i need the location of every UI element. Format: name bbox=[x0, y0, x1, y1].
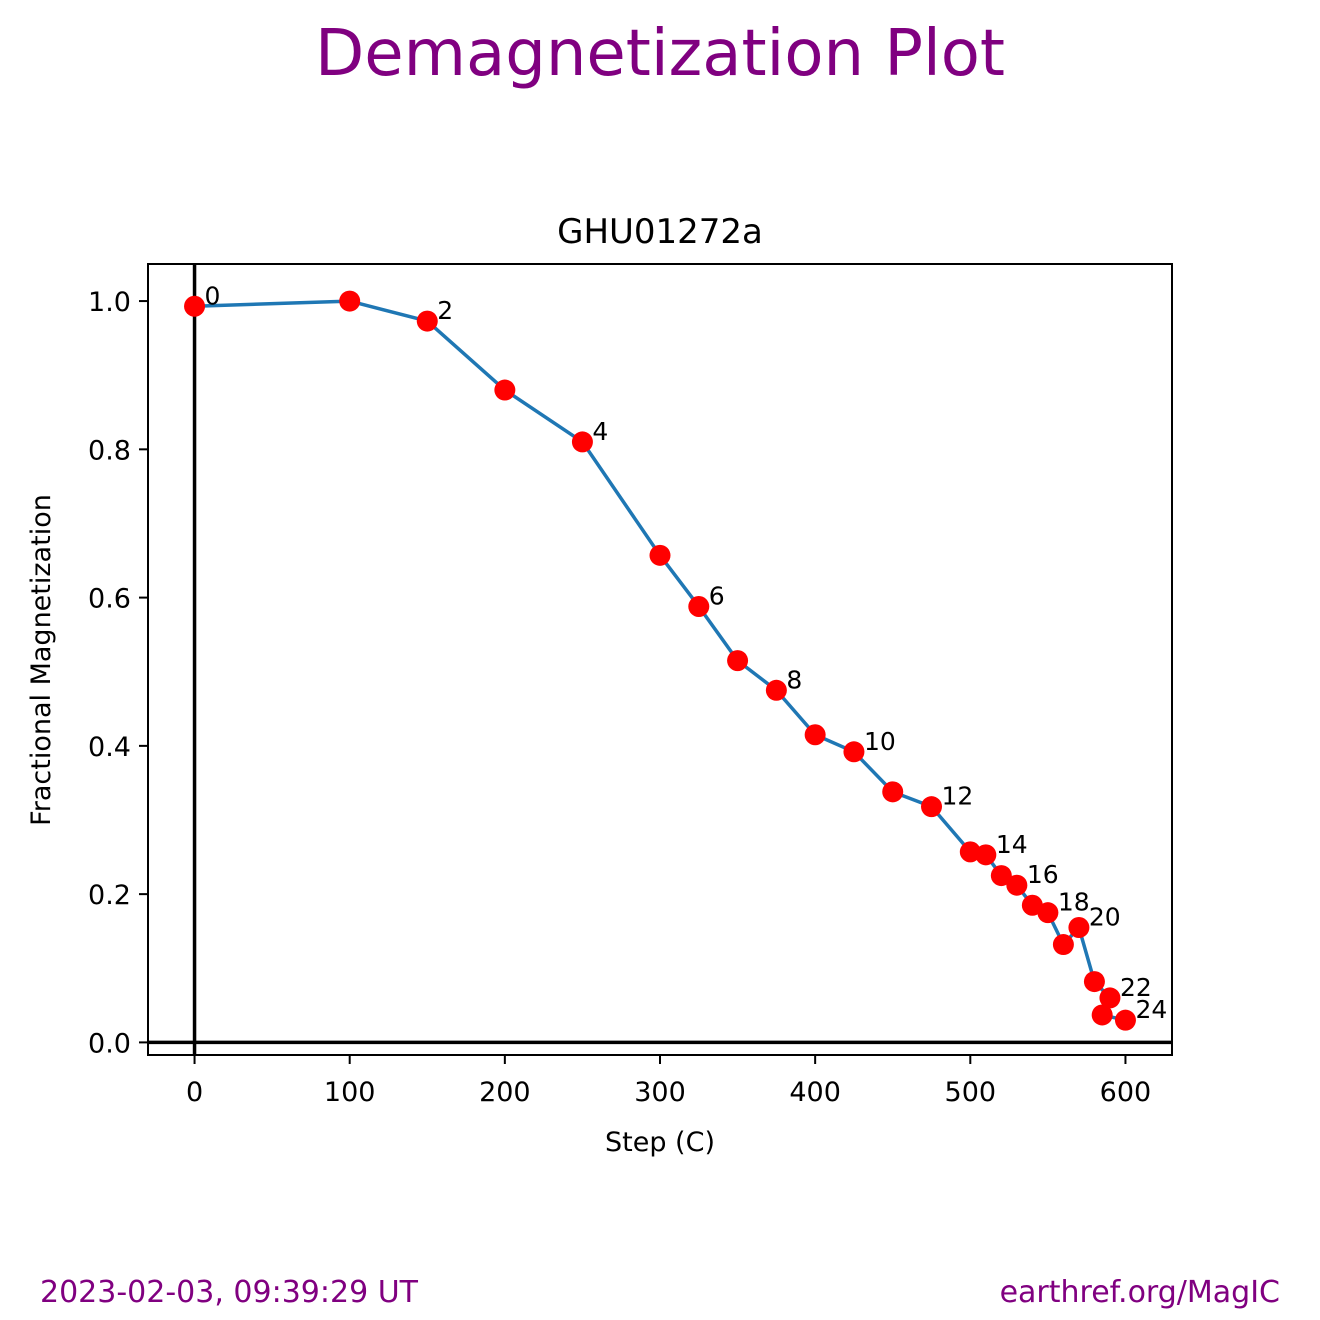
data-point bbox=[843, 741, 865, 763]
data-point bbox=[571, 431, 593, 453]
x-tick-label: 500 bbox=[945, 1077, 997, 1108]
y-tick-label: 0.0 bbox=[88, 1028, 131, 1059]
figure-title: Demagnetization Plot bbox=[314, 17, 1006, 91]
y-tick-label: 0.8 bbox=[88, 435, 131, 466]
y-tick-label: 0.2 bbox=[88, 880, 131, 911]
x-tick-label: 200 bbox=[479, 1077, 531, 1108]
data-point bbox=[975, 844, 997, 866]
data-point bbox=[727, 650, 749, 672]
point-label: 10 bbox=[864, 727, 896, 756]
y-tick-label: 1.0 bbox=[88, 287, 131, 318]
y-axis-label: Fractional Magnetization bbox=[26, 494, 57, 826]
data-point bbox=[1068, 916, 1090, 938]
data-point bbox=[339, 290, 361, 312]
chart-title: GHU01272a bbox=[557, 212, 763, 252]
series-line bbox=[194, 299, 1126, 1022]
data-point bbox=[1006, 874, 1028, 896]
point-label: 14 bbox=[996, 830, 1028, 859]
y-tick-label: 0.4 bbox=[88, 732, 131, 763]
point-label: 12 bbox=[942, 782, 974, 811]
point-label: 0 bbox=[205, 281, 221, 310]
data-point bbox=[990, 865, 1012, 887]
footer-source: earthref.org/MagIC bbox=[999, 1275, 1280, 1310]
y-tick-label: 0.6 bbox=[88, 584, 131, 615]
x-tick-label: 300 bbox=[634, 1077, 686, 1108]
point-label: 22 bbox=[1120, 973, 1152, 1002]
data-point bbox=[1099, 987, 1121, 1009]
data-point bbox=[882, 781, 904, 803]
data-point bbox=[649, 544, 671, 566]
point-label: 8 bbox=[786, 665, 802, 694]
point-label: 16 bbox=[1027, 860, 1059, 889]
x-axis-label: Step (C) bbox=[605, 1127, 715, 1158]
x-tick-label: 0 bbox=[186, 1077, 203, 1108]
point-label: 18 bbox=[1058, 888, 1090, 917]
footer-timestamp: 2023-02-03, 09:39:29 UT bbox=[40, 1275, 418, 1310]
data-point bbox=[1091, 1004, 1113, 1026]
data-point bbox=[959, 841, 981, 863]
data-point bbox=[765, 679, 787, 701]
point-label: 6 bbox=[709, 581, 725, 610]
point-label: 24 bbox=[1135, 995, 1167, 1024]
point-label: 20 bbox=[1089, 902, 1121, 931]
data-point bbox=[804, 724, 826, 746]
data-point bbox=[494, 379, 516, 401]
data-point bbox=[1037, 902, 1059, 924]
point-label: 4 bbox=[592, 417, 608, 446]
data-point bbox=[184, 295, 206, 317]
data-point bbox=[1052, 934, 1074, 956]
data-point bbox=[1114, 1009, 1136, 1031]
data-point bbox=[688, 595, 710, 617]
x-tick-label: 600 bbox=[1100, 1077, 1152, 1108]
data-point bbox=[416, 310, 438, 332]
axes-frame bbox=[147, 263, 1173, 1056]
data-point bbox=[921, 796, 943, 818]
data-point bbox=[1083, 971, 1105, 993]
x-tick-label: 400 bbox=[789, 1077, 841, 1108]
point-label: 2 bbox=[437, 296, 453, 325]
x-tick-label: 100 bbox=[324, 1077, 376, 1108]
